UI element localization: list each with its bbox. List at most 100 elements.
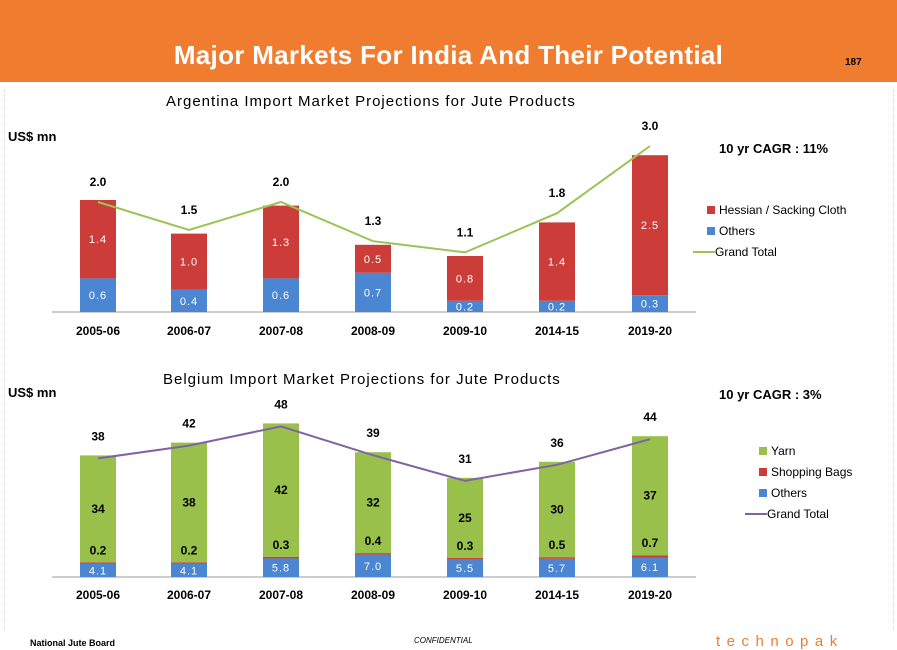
data-label-yarn: 25 [458,511,472,525]
data-label-grand-total: 1.3 [365,214,382,228]
data-label-others: 5.7 [548,563,566,575]
x-tick-label: 2014-15 [535,324,579,338]
bar-shopping-bags [355,553,391,555]
data-label-shopping-bags: 0.5 [549,538,566,552]
bar-hessian [447,256,483,301]
legend-swatch-red [707,205,715,214]
bar-others [539,558,575,577]
x-tick-label: 2008-09 [351,588,395,602]
footer-confidential: CONFIDENTIAL [414,636,473,645]
data-label-others: 4.1 [180,565,198,577]
series-line-grand-total [97,145,651,254]
chart1-cagr: 10 yr CAGR : 11% [719,141,829,156]
bar-shopping-bags [80,562,116,564]
legend-item-yarn: Yarn [745,440,852,461]
chart2-unit: US$ mn [8,385,57,400]
data-label-others: 0.2 [548,301,566,313]
legend-label-hessian: Hessian / Sacking Cloth [719,202,847,217]
data-label-grand-total: 3.0 [642,119,659,133]
x-tick-label: 2009-10 [443,588,487,602]
bar-yarn [447,477,483,558]
data-label-hessian: 1.3 [272,237,290,249]
bar-others [632,557,668,577]
data-label-others: 0.4 [180,296,198,308]
bar-others [80,563,116,577]
bar-yarn [263,423,299,557]
data-label-hessian: 0.5 [364,254,382,266]
data-label-shopping-bags: 0.3 [273,538,290,552]
data-label-others: 5.8 [272,563,290,575]
data-label-yarn: 30 [550,502,564,516]
legend-label-others: Others [719,223,756,238]
bar-others [539,300,575,312]
x-tick-label: 2014-15 [535,588,579,602]
data-label-grand-total: 44 [643,410,657,424]
data-label-shopping-bags: 0.3 [457,539,474,553]
x-tick-label: 2007-08 [259,324,303,338]
bar-yarn [539,461,575,558]
legend-item-shopping-bags: Shopping Bags [745,461,852,482]
data-label-shopping-bags: 0.2 [181,543,198,557]
x-tick-label: 2006-07 [167,588,211,602]
data-label-hessian: 1.0 [180,257,198,269]
bar-others [80,278,116,312]
footer-brand-logo: technopak [716,633,844,650]
data-label-shopping-bags: 0.4 [365,534,382,548]
page-number: 187 [845,57,862,68]
bar-hessian [355,244,391,273]
bar-hessian [171,233,207,290]
chart2-cagr: 10 yr CAGR : 3% [719,387,822,402]
left-dotted-guide [4,90,5,630]
bar-others [263,278,299,312]
x-tick-label: 2019-20 [628,324,672,338]
legend-line-purple [745,512,767,515]
data-label-grand-total: 1.8 [549,186,566,200]
data-label-others: 0.6 [272,290,290,302]
bar-shopping-bags [447,557,483,560]
legend-swatch-blue [759,488,767,497]
chart2-title: Belgium Import Market Projections for Ju… [163,371,561,388]
data-label-grand-total: 2.0 [90,175,107,189]
legend-label-shopping-bags: Shopping Bags [771,464,853,479]
bar-others [355,554,391,577]
x-tick-label: 2019-20 [628,588,672,602]
data-label-hessian: 0.8 [456,273,474,285]
legend-item-hessian: Hessian / Sacking Cloth [693,199,846,220]
bar-others [263,558,299,577]
data-label-yarn: 37 [643,489,657,503]
legend-item-grand-total: Grand Total [693,241,846,262]
data-label-others: 4.1 [89,565,107,577]
legend-label-grand-total: Grand Total [715,244,777,259]
chart1-unit: US$ mn [8,129,57,144]
data-label-others: 0.7 [364,287,382,299]
chart2-legend: Yarn Shopping Bags Others Grand Total [745,440,852,524]
data-label-others: 0.2 [456,301,474,313]
legend-label-grand-total: Grand Total [767,506,829,521]
data-label-grand-total: 48 [274,397,288,411]
footer-organization: National Jute Board [30,638,116,648]
data-label-grand-total: 39 [366,426,380,440]
bar-hessian [263,205,299,279]
data-label-hessian: 2.5 [641,220,659,232]
legend-swatch-red [759,467,767,476]
bar-others [171,563,207,577]
x-tick-label: 2005-06 [76,588,120,602]
legend-item-others: Others [693,220,846,241]
data-label-grand-total: 42 [182,417,196,431]
data-label-grand-total: 1.5 [181,203,198,217]
header-bar [0,0,897,82]
chart1-title: Argentina Import Market Projections for … [166,93,576,110]
bar-shopping-bags [171,562,207,564]
legend-label-yarn: Yarn [771,443,796,458]
data-label-others: 5.5 [456,563,474,575]
bar-others [355,272,391,312]
legend-line-green [693,250,715,253]
data-label-others: 0.6 [89,290,107,302]
legend-swatch-green [759,446,767,455]
bar-shopping-bags [632,555,668,558]
data-label-hessian: 1.4 [548,257,566,269]
bar-hessian [632,155,668,296]
data-label-others: 7.0 [364,561,382,573]
bar-others [171,289,207,312]
